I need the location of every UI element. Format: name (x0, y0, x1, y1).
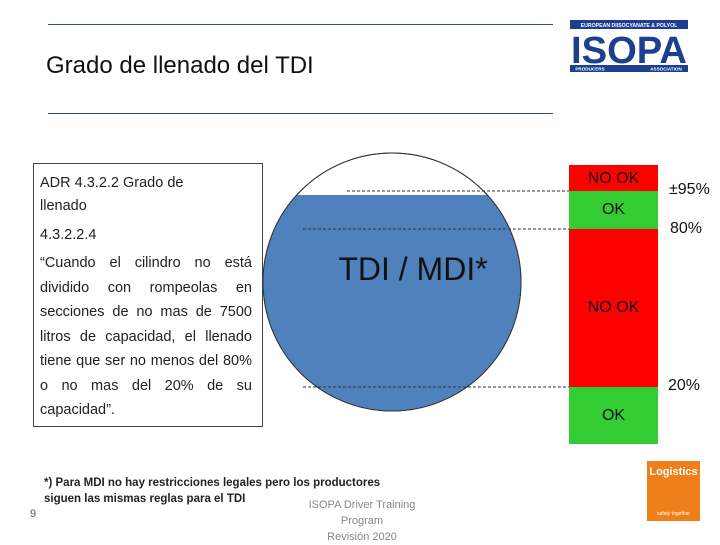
tank-fill (263, 195, 521, 411)
top-rule (48, 24, 553, 25)
scale-segment-top-ok: OK (569, 191, 658, 229)
regulation-textbox: ADR 4.3.2.2 Grado de llenado 4.3.2.2.4 “… (33, 163, 263, 427)
regulation-subheading: 4.3.2.2.4 (40, 227, 97, 243)
badge-subtitle: safety together (656, 511, 691, 517)
mark-95-percent: ±95% (669, 181, 710, 198)
footer-line2: Revisión 2020 (327, 531, 397, 543)
scale-segment-bottom-ok: OK (569, 387, 658, 444)
scale-segment-top-nok: NO OK (569, 165, 658, 191)
logo-top-band (570, 20, 688, 29)
scale-label-mid-nok: NO OK (587, 299, 640, 316)
logo-bottom-band (570, 65, 688, 72)
logo-top-text: EUROPEAN DIISOCYANATE & POLYOL (581, 23, 678, 29)
slide-title: Grado de llenado del TDI (46, 52, 314, 79)
mark-20-percent: 20% (668, 377, 701, 394)
footer: ISOPA Driver Training Program Revisión 2… (287, 497, 437, 545)
footnote: *) Para MDI no hay restricciones legales… (44, 475, 380, 507)
title-underline (48, 113, 553, 114)
scale-label-bottom-ok: OK (601, 407, 626, 424)
regulation-heading-line1: ADR 4.3.2.2 Grado de (40, 175, 184, 191)
badge-title: Logistics (649, 466, 698, 478)
footnote-line2: siguen las mismas reglas para el TDI (44, 493, 246, 505)
tank-outline (262, 152, 522, 412)
logistics-badge: Logistics safety together (647, 461, 700, 521)
logo-left-sub: PRODUCERS (575, 67, 604, 72)
isopa-logo: EUROPEAN DIISOCYANATE & POLYOL ISOPA PRO… (570, 20, 688, 72)
footer-line1: ISOPA Driver Training Program (308, 499, 416, 527)
scale-label-top-nok: NO OK (587, 170, 640, 187)
page-number: 9 (30, 508, 37, 520)
tank-label: TDI / MDI* (338, 251, 487, 287)
logo-right-sub: ASSOCIATION (650, 67, 682, 72)
mark-80-percent: 80% (670, 220, 703, 237)
scale-segment-mid-nok: NO OK (569, 229, 658, 387)
tank-outline-stroke (262, 152, 522, 412)
regulation-heading-line2: llenado (40, 198, 87, 214)
scale-label-top-ok: OK (601, 201, 626, 218)
regulation-quote: “Cuando el cilindro no está dividido con… (40, 255, 252, 418)
footnote-line1: *) Para MDI no hay restricciones legales… (44, 477, 381, 489)
